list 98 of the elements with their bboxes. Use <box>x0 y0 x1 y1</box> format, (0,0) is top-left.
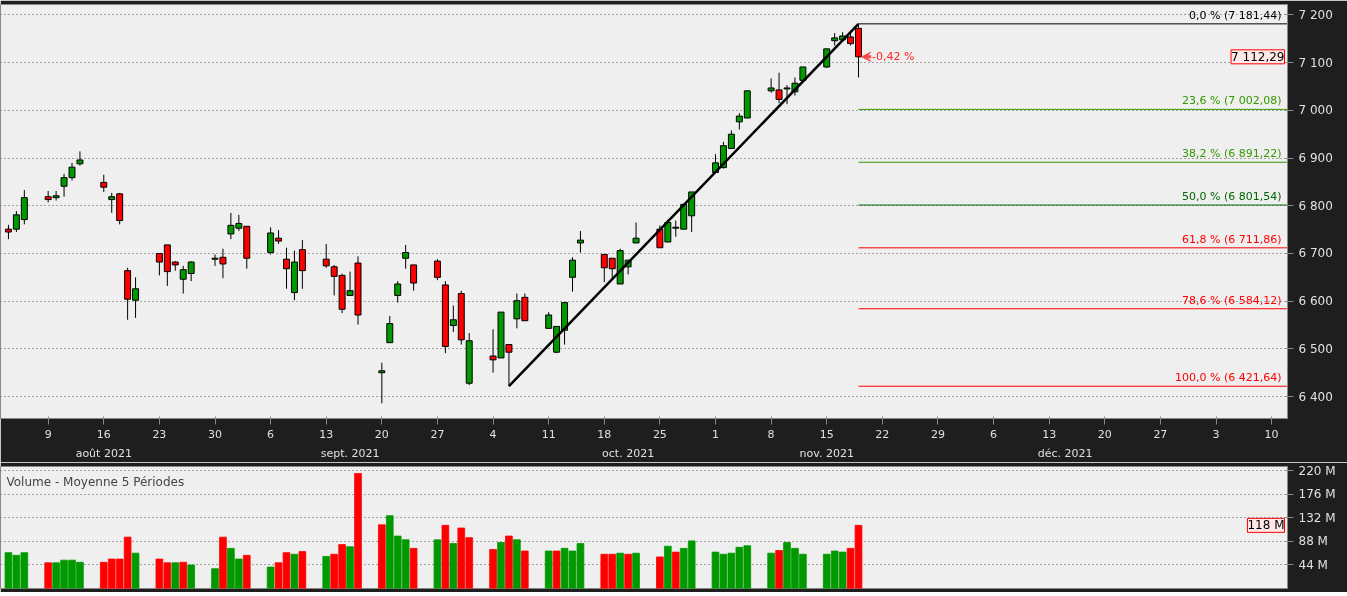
bar <box>505 535 513 589</box>
y-tick-label: 6 700 <box>1298 246 1333 261</box>
bar <box>632 552 640 589</box>
bar <box>433 539 442 589</box>
ref-line-label: 78,6 % (6 584,12) <box>1182 293 1282 307</box>
candlestick <box>576 230 584 254</box>
x-tick-label: 18 <box>597 427 612 441</box>
x2-tick-label: août 2021 <box>75 446 132 460</box>
x-tick-label: 8 <box>767 427 775 441</box>
bar <box>354 472 362 589</box>
y-tick-label: 7 000 <box>1298 103 1333 118</box>
x2-tick-label: sept. 2021 <box>320 446 380 460</box>
bar <box>219 536 227 589</box>
y-tick-label: 6 800 <box>1298 198 1333 213</box>
bar <box>671 551 680 589</box>
annotation: -0,42 % <box>872 50 915 64</box>
y-tick-label: 88 M <box>1298 534 1328 549</box>
bar <box>377 524 386 589</box>
x-tick-label: 20 <box>1097 427 1112 441</box>
bar <box>663 545 672 589</box>
x-tick-label: 22 <box>875 427 890 441</box>
bar <box>449 543 458 589</box>
bar <box>767 552 775 589</box>
x-tick-label: 4 <box>489 427 497 441</box>
ref-line-label: 100,0 % (6 421,64) <box>1175 371 1282 385</box>
x-tick-label: 27 <box>1153 427 1168 441</box>
bar <box>513 539 521 589</box>
candlestick <box>76 150 84 167</box>
x-tick-label: 13 <box>1042 427 1057 441</box>
x-tick-label: 15 <box>819 427 834 441</box>
bar <box>441 524 450 589</box>
x-tick-label: 11 <box>541 427 556 441</box>
bar <box>44 562 53 589</box>
x-tick-label: 3 <box>1212 427 1220 441</box>
y-tick-label: 132 M <box>1298 510 1336 525</box>
bar <box>322 555 331 589</box>
bar <box>179 561 188 589</box>
annotation: 118 M <box>1247 518 1285 533</box>
bar <box>211 568 219 589</box>
y-tick-label: 220 M <box>1298 463 1336 478</box>
bar <box>242 554 251 589</box>
bar <box>775 550 783 589</box>
x2-tick-label: oct. 2021 <box>602 446 655 460</box>
ref-line-label: 38,2 % (6 891,22) <box>1182 147 1282 161</box>
bar <box>409 547 418 589</box>
candlestick <box>378 362 386 404</box>
x-tick-label: 23 <box>152 427 167 441</box>
ref-line-label: 23,6 % (7 002,08) <box>1182 94 1282 108</box>
bar <box>656 556 664 589</box>
candlestick <box>322 243 330 269</box>
y-tick-label: 44 M <box>1298 557 1328 572</box>
y-tick-label: 6 900 <box>1298 151 1333 166</box>
bar <box>266 566 275 589</box>
candlestick <box>410 264 418 292</box>
bar <box>131 552 140 589</box>
ref-line-label: 50,0 % (6 801,54) <box>1182 190 1282 204</box>
bar <box>290 553 299 589</box>
candlestick <box>433 258 441 281</box>
y-tick-label: 7 100 <box>1298 55 1333 70</box>
x2-tick-label: nov. 2021 <box>799 446 854 460</box>
y-tick-label: 6 500 <box>1298 341 1333 356</box>
x-tick-label: 20 <box>374 427 389 441</box>
x-tick-label: 6 <box>990 427 998 441</box>
y-tick-label: 176 M <box>1298 487 1336 502</box>
x-tick-label: 13 <box>319 427 334 441</box>
x-tick-label: 30 <box>208 427 222 441</box>
bar <box>298 551 307 589</box>
candlestick <box>394 280 402 304</box>
ref-line-label: 61,8 % (6 711,86) <box>1182 232 1282 246</box>
candlestick <box>386 315 394 344</box>
candlestick <box>569 256 576 293</box>
x-tick-label: 29 <box>930 427 945 441</box>
bar <box>171 562 180 589</box>
text: Volume - Moyenne 5 Périodes <box>6 474 185 489</box>
annotation: 7 112,29 <box>1231 49 1285 64</box>
y-tick-label: 7 200 <box>1298 7 1333 22</box>
y-tick-label: 6 400 <box>1298 389 1333 404</box>
bar <box>624 553 632 589</box>
bar <box>520 550 529 589</box>
x-tick-label: 9 <box>44 427 52 441</box>
bar <box>544 550 553 589</box>
bar <box>497 541 505 589</box>
ref-line-label: 0,0 % (7 181,44) <box>1188 8 1282 22</box>
x-tick-label: 16 <box>96 427 111 441</box>
x-tick-label: 25 <box>652 427 667 441</box>
x-tick-label: 10 <box>1264 427 1279 441</box>
bar <box>552 550 561 589</box>
x-tick-label: 1 <box>712 427 719 441</box>
y-tick-label: 6 600 <box>1298 294 1333 309</box>
bar <box>616 552 625 589</box>
bar <box>346 546 354 589</box>
x2-tick-label: déc. 2021 <box>1037 446 1093 460</box>
x-tick-label: 27 <box>430 427 445 441</box>
candlestick <box>632 221 640 244</box>
candlestick <box>402 244 410 270</box>
bar <box>187 564 196 589</box>
bar <box>489 548 497 589</box>
x-tick-label: 6 <box>267 427 275 441</box>
